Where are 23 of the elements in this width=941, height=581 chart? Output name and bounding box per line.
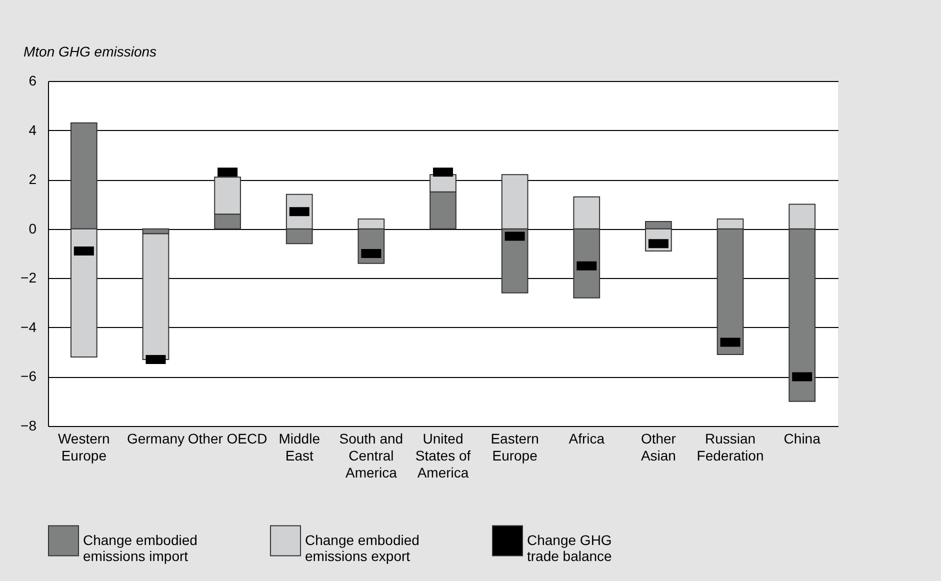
y-tick-label: 6 [28,72,37,88]
y-axis-title: Mton GHG emissions [24,44,157,60]
legend-label: Change embodied emissions import [83,532,198,564]
x-tick-label: South and Central America [339,430,404,480]
x-tick-label: Middle East [278,430,320,464]
y-tick-label: 4 [28,122,37,138]
y-tick-label: 0 [28,220,37,236]
legend-label: Change GHG trade balance [527,532,612,564]
y-tick-label: −6 [20,368,37,384]
x-tick-label: Eastern Europe [490,430,539,464]
y-tick-label: 2 [28,171,37,188]
x-tick-label: Germany [126,430,185,446]
x-tick-label: Other OECD [188,430,268,446]
y-tick-label: −8 [20,418,37,434]
y-tick-label: −2 [20,270,37,286]
x-tick-label: Russian Federation [696,430,764,464]
legend-label: Change embodied emissions export [305,532,420,564]
x-tick-label: Western Europe [58,430,110,464]
x-tick-label: Other Asian [640,430,676,464]
x-tick-label: China [784,430,821,446]
x-tick-label: United States of America [415,430,471,480]
y-tick-label: −4 [20,318,37,335]
x-tick-label: Africa [568,430,605,446]
